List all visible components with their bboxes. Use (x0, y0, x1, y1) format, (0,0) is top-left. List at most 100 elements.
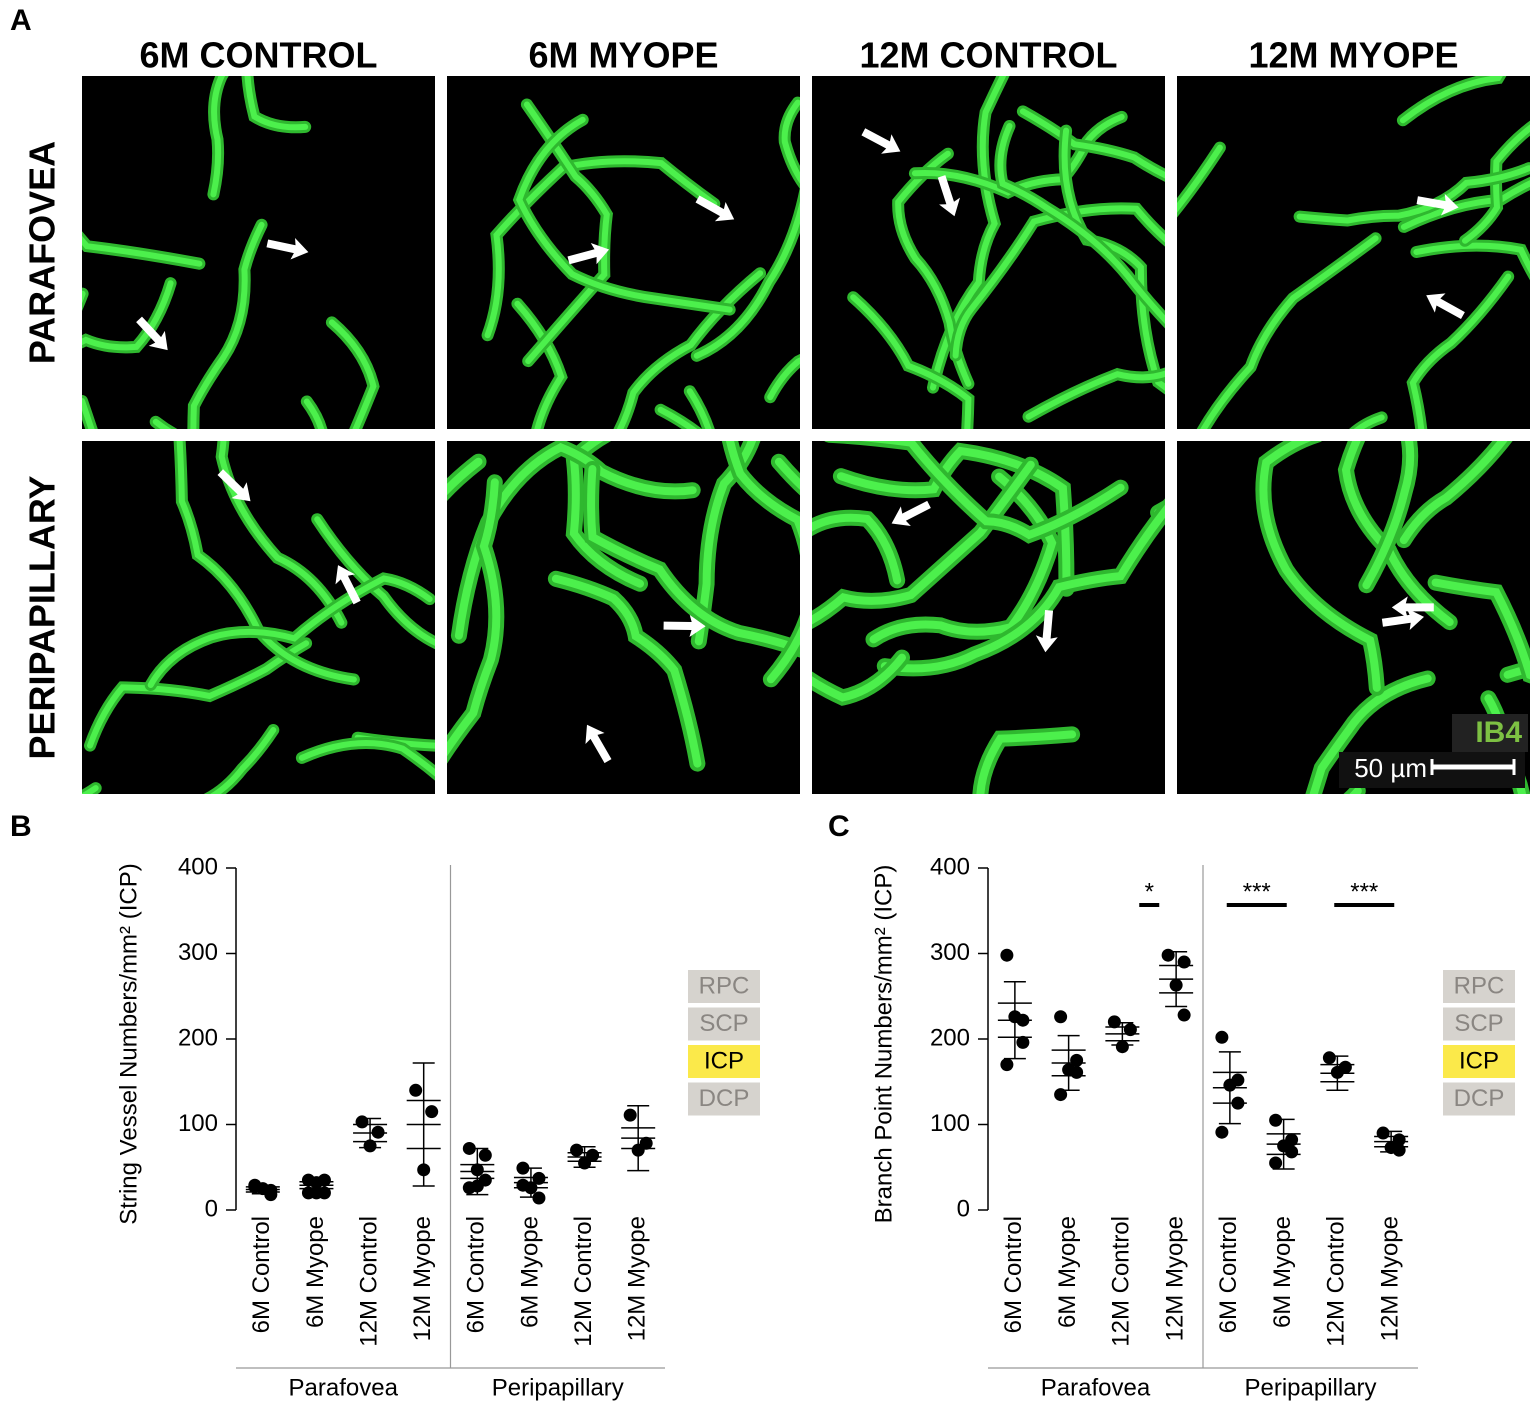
vessel-core (930, 76, 1007, 391)
data-point (1008, 1010, 1022, 1024)
legend-box (688, 1082, 760, 1116)
vessel-core (447, 478, 501, 757)
data-point (1322, 1051, 1336, 1065)
vessel-core (516, 116, 733, 313)
legend-label: ICP (1459, 1047, 1499, 1074)
data-point (1285, 1145, 1299, 1159)
data-point (409, 1083, 423, 1097)
vessel-core (298, 740, 435, 777)
vessel-core (152, 319, 377, 429)
legend-label: RPC (699, 972, 750, 999)
legend-box (688, 1007, 760, 1041)
data-point (1000, 948, 1014, 962)
y-tick-label: 300 (930, 939, 970, 966)
x-tick-label: 12M Myope (1161, 1216, 1188, 1341)
arrow (663, 615, 706, 638)
data-point (1107, 1015, 1121, 1029)
vessel-core (1061, 127, 1165, 391)
data-point (355, 1115, 369, 1129)
vessel-core (976, 730, 1077, 794)
data-point (1269, 1156, 1283, 1170)
vessel-core (1399, 76, 1503, 124)
vessels (1177, 76, 1530, 429)
stain-label: IB4 (1475, 716, 1522, 749)
data-point (470, 1179, 484, 1193)
data-point (1123, 1023, 1137, 1037)
data-point (1392, 1133, 1406, 1147)
legend-box (1443, 970, 1515, 1003)
y-tick-label: 100 (930, 1110, 970, 1137)
x-tick-label: 6M Control (248, 1216, 275, 1333)
x-tick-label: 6M Myope (1269, 1216, 1296, 1328)
significance-label: *** (1350, 878, 1378, 905)
data-point (532, 1171, 546, 1185)
data-point (1330, 1065, 1344, 1079)
legend-label: SCP (1454, 1010, 1503, 1037)
y-axis-label: String Vessel Numbers/mm² (ICP) (115, 863, 142, 1224)
vessel-core (1296, 165, 1530, 224)
vessel-core (693, 99, 800, 359)
y-tick-label: 200 (930, 1024, 970, 1051)
legend-box (688, 970, 760, 1003)
vessels (847, 76, 1165, 429)
legend-box (1443, 1082, 1515, 1116)
panel-label: B (10, 810, 32, 843)
row-title: PARAFOVEA (22, 141, 63, 364)
panel-label: C (828, 810, 850, 843)
column-title: 6M MYOPE (528, 35, 718, 76)
data-point (631, 1143, 645, 1157)
data-point (1169, 978, 1183, 992)
x-tick-label: 6M Control (1000, 1216, 1027, 1333)
y-tick-label: 0 (205, 1195, 218, 1222)
data-point (1054, 1088, 1068, 1102)
data-point (248, 1178, 262, 1192)
arrow (567, 243, 610, 265)
data-point (1231, 1096, 1245, 1110)
vessel-core (244, 76, 309, 131)
x-tick-label: 12M Myope (624, 1216, 651, 1341)
data-point (586, 1148, 600, 1162)
legend-box (1443, 1007, 1515, 1041)
data-point (1392, 1143, 1406, 1157)
x-tick-label: 12M Myope (1376, 1216, 1403, 1341)
data-point (363, 1139, 377, 1153)
vessel-core (82, 235, 203, 267)
vessel-core (1259, 441, 1381, 692)
vessel-core (812, 653, 906, 702)
data-point (371, 1125, 385, 1139)
data-point (478, 1148, 492, 1162)
vessel-core (850, 294, 972, 429)
vessel-core (190, 221, 265, 429)
legend-label: DCP (699, 1085, 750, 1112)
vessels (82, 76, 380, 429)
x-tick-label: 6M Control (463, 1216, 490, 1333)
vessel-core (1409, 273, 1512, 429)
x-tick-label: 12M Control (1108, 1216, 1135, 1347)
x-tick-label: 6M Control (1215, 1216, 1242, 1333)
arrow (585, 724, 612, 764)
column-title: 6M CONTROL (140, 35, 378, 76)
x-tick-label: 6M Myope (1054, 1216, 1081, 1328)
vessel-core (1309, 674, 1432, 794)
vessels (82, 441, 435, 794)
column-title: 12M CONTROL (859, 35, 1117, 76)
vessel-core (1431, 578, 1530, 680)
vessel-core (880, 504, 1165, 673)
vessel-core (1413, 242, 1530, 275)
vessel-core (209, 727, 277, 794)
data-point (516, 1178, 530, 1192)
vessel-core (1462, 124, 1530, 244)
vessel-core (514, 300, 565, 429)
data-point (1215, 1125, 1229, 1139)
vessel-core (587, 465, 800, 654)
data-point (623, 1108, 637, 1122)
legend-label: DCP (1454, 1085, 1505, 1112)
vessel-core (1200, 235, 1379, 429)
data-point (264, 1183, 278, 1197)
vessel-core (860, 441, 1125, 540)
vessel-core (1025, 370, 1165, 420)
legend-box (1443, 1045, 1515, 1078)
arrow (266, 238, 309, 260)
vessel-core (1341, 441, 1454, 627)
